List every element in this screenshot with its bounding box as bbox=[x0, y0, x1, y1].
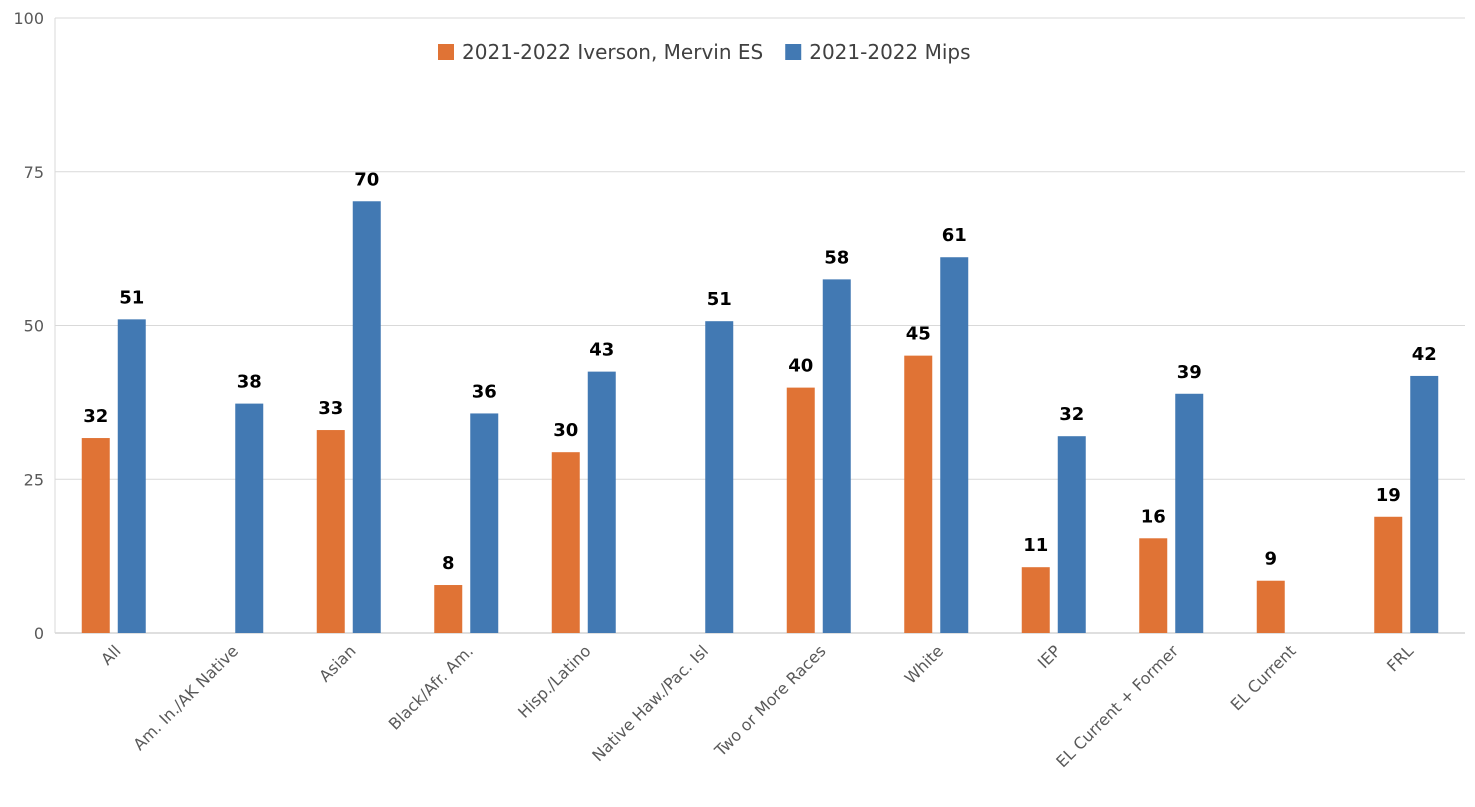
data-label: 32 bbox=[1059, 404, 1084, 425]
gridlines bbox=[55, 17, 1465, 634]
data-label: 16 bbox=[1141, 506, 1166, 527]
data-label: 19 bbox=[1376, 485, 1401, 506]
bar-iverson bbox=[316, 430, 345, 633]
bar-mips bbox=[822, 279, 851, 633]
bar-iverson bbox=[786, 387, 815, 633]
x-tick-label: Am. In./AK Native bbox=[129, 641, 242, 754]
bar-mips bbox=[1175, 393, 1204, 633]
y-tick-label: 100 bbox=[13, 9, 44, 28]
data-label: 70 bbox=[354, 169, 379, 190]
legend-swatch bbox=[785, 44, 802, 60]
data-label: 51 bbox=[119, 287, 144, 308]
legend-label: 2021-2022 Iverson, Mervin ES bbox=[462, 40, 763, 64]
data-label: 33 bbox=[318, 398, 343, 419]
data-label: 61 bbox=[942, 225, 967, 246]
data-label: 9 bbox=[1264, 549, 1277, 570]
data-labels: 32 51 38 33 70 8 36 30 43 51 40 58 45 61 11 32 16 39 9 19 42 bbox=[83, 169, 1437, 574]
bar-iverson bbox=[1139, 538, 1168, 633]
y-tick-label: 75 bbox=[24, 163, 44, 182]
x-tick-label: All bbox=[97, 641, 124, 668]
bar-mips bbox=[117, 319, 146, 633]
bar-mips bbox=[235, 403, 264, 633]
x-tick-label: IEP bbox=[1034, 641, 1065, 672]
legend-swatch bbox=[438, 44, 454, 60]
bar-mips bbox=[705, 321, 734, 633]
data-label: 39 bbox=[1177, 362, 1202, 383]
x-tick-label: Native Haw./Pac. Isl bbox=[588, 641, 712, 765]
data-label: 11 bbox=[1023, 535, 1048, 556]
bar-iverson bbox=[1374, 516, 1403, 633]
x-tick-label: Hisp./Latino bbox=[514, 641, 594, 721]
x-tick-label: White bbox=[901, 641, 947, 687]
bar-iverson bbox=[904, 355, 933, 633]
x-tick-label: EL Current bbox=[1227, 641, 1300, 714]
y-axis: 0 25 50 75 100 bbox=[13, 9, 56, 643]
bar-iverson bbox=[1256, 580, 1285, 633]
data-label: 42 bbox=[1412, 344, 1437, 365]
bar-mips bbox=[1410, 375, 1439, 633]
bar-mips bbox=[352, 201, 381, 633]
bar-mips bbox=[587, 371, 616, 633]
bar-iverson bbox=[81, 438, 110, 633]
x-tick-label: FRL bbox=[1383, 641, 1417, 675]
data-label: 45 bbox=[906, 324, 931, 345]
bar-iverson bbox=[434, 585, 463, 633]
data-label: 8 bbox=[442, 553, 455, 574]
y-tick-label: 50 bbox=[24, 317, 44, 336]
x-tick-label: Black/Afr. Am. bbox=[385, 641, 477, 733]
bar-mips bbox=[470, 413, 499, 633]
data-label: 58 bbox=[824, 247, 849, 268]
x-tick-label: Asian bbox=[315, 641, 359, 685]
data-label: 38 bbox=[237, 372, 262, 393]
bar-mips bbox=[1057, 436, 1086, 633]
legend: 2021-2022 Iverson, Mervin ES 2021-2022 Mi… bbox=[438, 40, 971, 64]
data-label: 30 bbox=[553, 420, 578, 441]
data-label: 43 bbox=[589, 340, 614, 361]
y-tick-label: 0 bbox=[34, 624, 44, 643]
x-tick-label: EL Current + Former bbox=[1052, 641, 1182, 771]
bar-iverson bbox=[551, 452, 580, 633]
x-axis: All Am. In./AK Native Asian Black/Afr. Am. H… bbox=[97, 641, 1417, 771]
bars bbox=[81, 201, 1439, 633]
data-label: 51 bbox=[707, 289, 732, 310]
y-tick-label: 25 bbox=[24, 470, 44, 489]
x-tick-label: Two or More Races bbox=[710, 641, 829, 760]
data-label: 36 bbox=[472, 381, 497, 402]
data-label: 40 bbox=[788, 356, 813, 377]
bar-mips bbox=[940, 257, 969, 633]
legend-label: 2021-2022 Mips bbox=[809, 40, 970, 64]
bar-iverson bbox=[1021, 567, 1050, 633]
data-label: 32 bbox=[83, 406, 108, 427]
